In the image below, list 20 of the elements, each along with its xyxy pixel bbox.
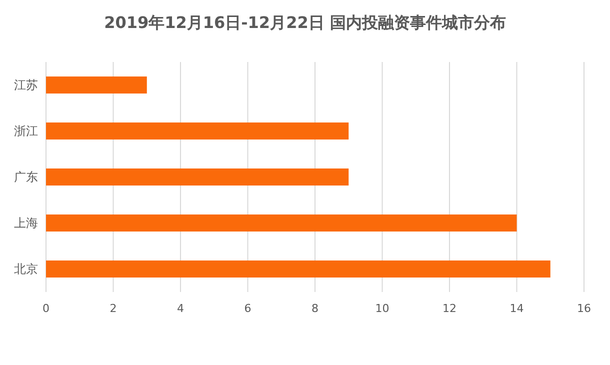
y-tick-label: 浙江 (14, 124, 38, 138)
y-tick-label: 广东 (14, 170, 38, 184)
x-tick-label: 2 (110, 302, 117, 315)
bar (46, 168, 349, 186)
y-tick-label: 江苏 (14, 78, 38, 92)
bar (46, 122, 349, 140)
x-tick-label: 6 (244, 302, 252, 315)
x-tick-label: 0 (42, 302, 50, 315)
y-tick-label: 上海 (14, 216, 38, 230)
y-tick-label: 北京 (14, 262, 38, 276)
x-tick-label: 12 (442, 302, 456, 315)
x-tick-label: 14 (510, 302, 524, 315)
bar (46, 260, 550, 278)
bar (46, 214, 517, 232)
x-tick-label: 4 (177, 302, 184, 315)
x-tick-label: 8 (312, 302, 318, 315)
x-tick-label: 16 (577, 302, 591, 315)
x-tick-label: 10 (375, 302, 390, 315)
bar (46, 76, 147, 94)
chart-title: 2019年12月16日-12月22日 国内投融资事件城市分布 (104, 13, 506, 32)
